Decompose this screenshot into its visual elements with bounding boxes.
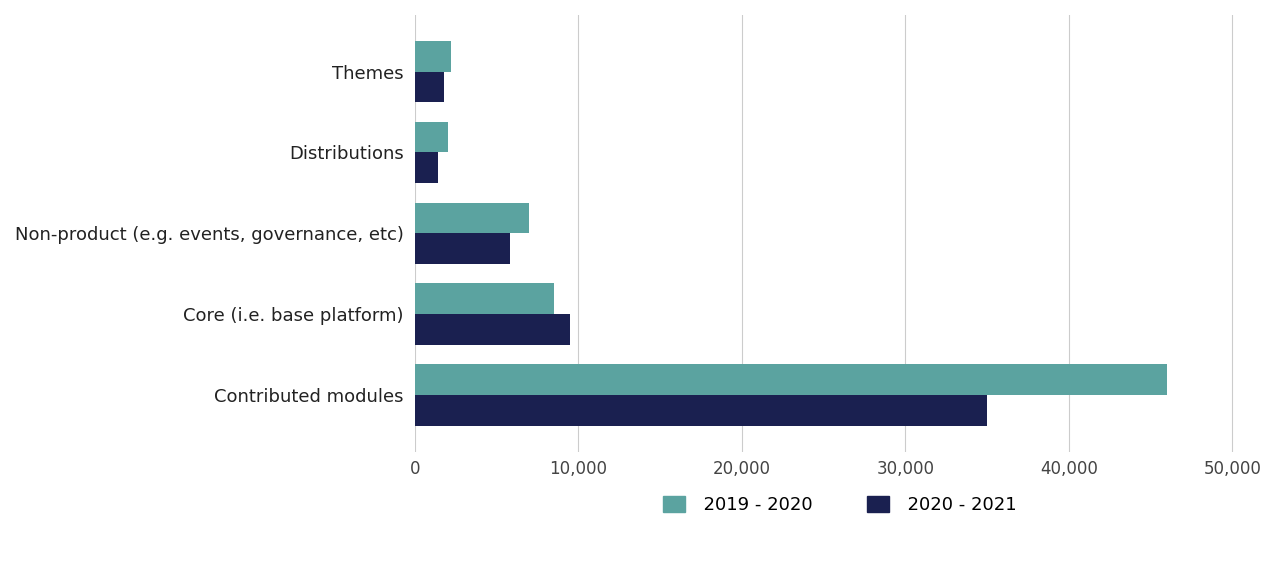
Bar (415, 41, 451, 71)
Legend:   2019 - 2020,   2020 - 2021: 2019 - 2020, 2020 - 2021 (657, 488, 1024, 521)
Bar (415, 203, 530, 234)
Bar (415, 234, 509, 264)
Bar (415, 364, 1167, 395)
Bar (415, 395, 987, 426)
Bar (415, 314, 571, 345)
Bar (415, 283, 554, 314)
Bar (415, 122, 448, 152)
Bar (415, 71, 444, 102)
Bar (415, 152, 438, 183)
